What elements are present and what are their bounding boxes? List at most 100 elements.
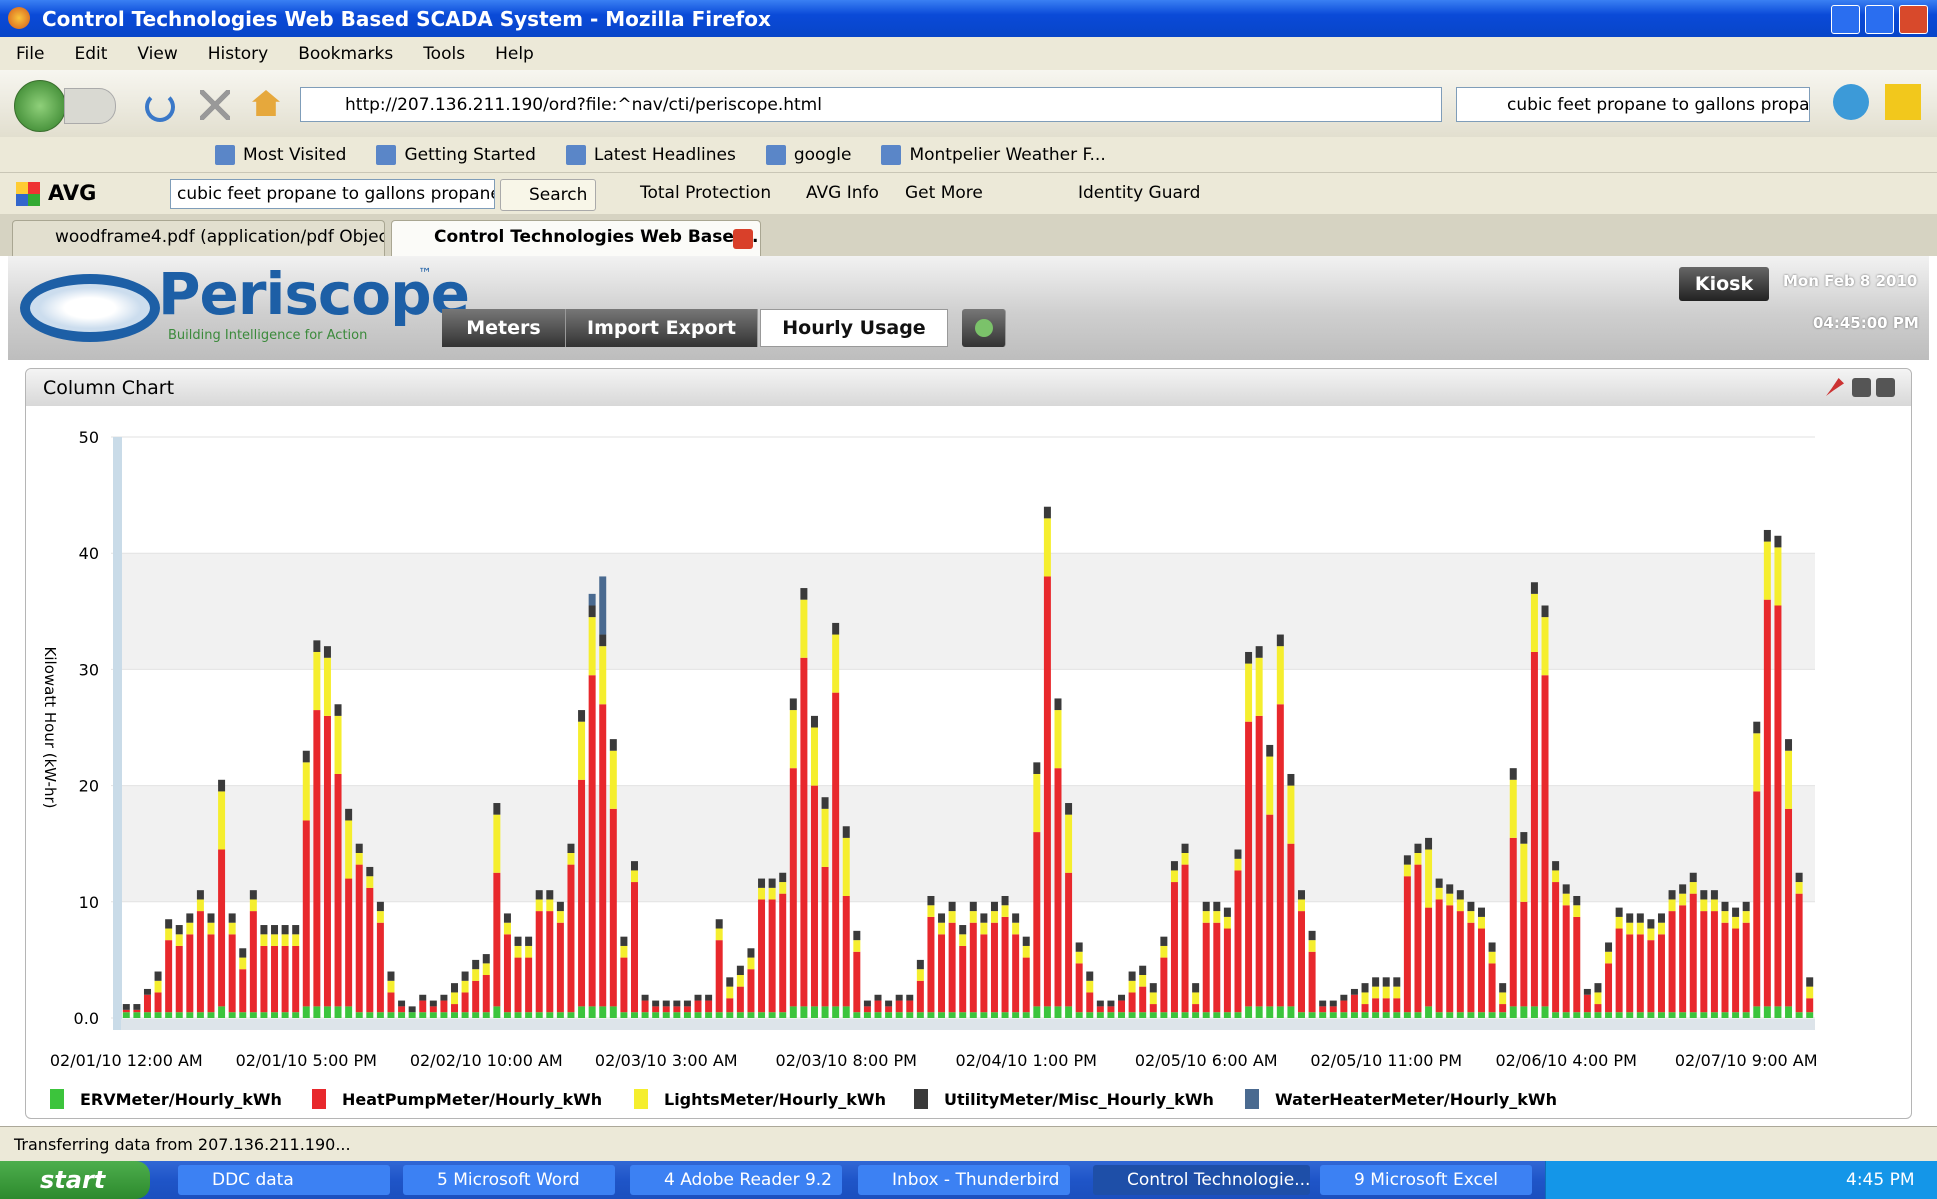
menu-item[interactable]: File: [16, 43, 45, 64]
bar-segment: [1668, 890, 1676, 900]
close-button[interactable]: [1899, 5, 1928, 34]
taskbar-item[interactable]: 9 Microsoft Excel: [1320, 1165, 1532, 1195]
bar-segment: [376, 901, 384, 912]
start-button[interactable]: start: [0, 1161, 150, 1199]
bar-segment: [207, 934, 215, 1013]
bar-segment: [218, 1006, 226, 1018]
toolbar-item[interactable]: Identity Guard: [1078, 183, 1201, 203]
toolbar-search-button[interactable]: Search: [500, 179, 597, 211]
taskbar-item[interactable]: 4 Adobe Reader 9.2: [630, 1165, 842, 1195]
edit-icon[interactable]: [1826, 378, 1844, 396]
stop-button[interactable]: [200, 90, 230, 120]
bar-segment: [228, 922, 236, 935]
tab[interactable]: woodframe4.pdf (application/pdf Object): [12, 220, 385, 256]
address-bar[interactable]: http://207.136.211.190/ord?file:^nav/cti…: [300, 87, 1442, 122]
tab-active[interactable]: Control Technologies Web Based ...: [391, 220, 761, 256]
toolbar-search-field[interactable]: cubic feet propane to gallons propane: [170, 179, 495, 209]
bookmark[interactable]: google: [793, 144, 852, 165]
bar-segment: [938, 934, 946, 1013]
close-panel[interactable]: [1876, 378, 1895, 397]
addon-icon[interactable]: [1833, 84, 1869, 120]
home-button[interactable]: [252, 90, 280, 116]
kiosk-button[interactable]: Kiosk: [1679, 267, 1769, 301]
bookmark[interactable]: Getting Started: [404, 144, 536, 165]
bar-segment: [1710, 890, 1718, 900]
legend-swatch: [914, 1089, 928, 1109]
bar-segment: [387, 992, 395, 1013]
bar-segment: [609, 750, 617, 809]
bar-segment: [662, 1012, 670, 1018]
bar-segment: [980, 913, 988, 923]
bar-segment: [1308, 1012, 1316, 1018]
add-tab-button[interactable]: [962, 309, 1006, 347]
bar-segment: [853, 940, 861, 952]
bar-segment: [1160, 936, 1168, 946]
bar-segment: [874, 994, 882, 1001]
menu-item[interactable]: Bookmarks: [298, 43, 394, 64]
minimize-panel[interactable]: [1852, 378, 1871, 397]
bar-segment: [1488, 1012, 1496, 1018]
bar-segment: [758, 899, 766, 1013]
bar-segment: [1361, 992, 1369, 1005]
bar-segment: [366, 1012, 374, 1018]
nav-tab-active[interactable]: Hourly Usage: [760, 309, 948, 347]
bar-segment: [694, 994, 702, 1001]
bar-segment: [1721, 911, 1729, 923]
search-button-label: Search: [529, 185, 588, 205]
forward-button[interactable]: [64, 88, 116, 124]
bar-segment: [948, 911, 956, 923]
menu-item[interactable]: History: [207, 43, 269, 64]
bar-segment: [832, 692, 840, 1007]
bookmark[interactable]: Latest Headlines: [593, 144, 736, 165]
nav-tab[interactable]: Import Export: [566, 309, 758, 347]
addon-icon[interactable]: [1885, 84, 1921, 120]
search-box[interactable]: cubic feet propane to gallons propane: [1456, 87, 1810, 122]
bar-segment: [1012, 922, 1020, 935]
bar-segment: [789, 1006, 797, 1018]
maximize-button[interactable]: [1865, 5, 1894, 34]
bar-segment: [1128, 992, 1136, 1013]
menu-item[interactable]: Edit: [74, 43, 108, 64]
bar-segment: [1753, 721, 1761, 734]
bar-segment: [1234, 870, 1242, 1013]
menu-item[interactable]: Help: [495, 43, 534, 64]
taskbar-label: Control Technologie...: [1127, 1170, 1310, 1190]
bar-segment: [578, 710, 586, 722]
legend-swatch: [1245, 1089, 1259, 1109]
bar-segment: [1562, 893, 1570, 906]
nav-tab[interactable]: Meters: [442, 309, 566, 347]
tab-close[interactable]: [733, 229, 753, 249]
toolbar-item[interactable]: AVG Info: [806, 183, 879, 203]
bookmark[interactable]: Most Visited: [243, 144, 347, 165]
bar-segment: [1213, 922, 1221, 1013]
bar-segment: [1573, 1012, 1581, 1018]
bar-segment: [165, 940, 173, 1013]
bar-segment: [1128, 980, 1136, 993]
taskbar-item[interactable]: Inbox - Thunderbird: [858, 1165, 1070, 1195]
bar-segment: [239, 948, 247, 958]
bookmark[interactable]: Montpelier Weather F...: [909, 144, 1106, 165]
menu-item[interactable]: View: [137, 43, 178, 64]
menu-item[interactable]: Tools: [423, 43, 466, 64]
bar-segment: [1594, 1012, 1602, 1018]
bar-segment: [800, 588, 808, 600]
bar-segment: [1192, 992, 1200, 1005]
minimize-button[interactable]: [1831, 5, 1860, 34]
toolbar-item[interactable]: Get More: [905, 183, 983, 203]
taskbar-item[interactable]: 5 Microsoft Word: [403, 1165, 615, 1195]
axis-band: [113, 437, 122, 1030]
toolbar-item[interactable]: Total Protection: [640, 183, 772, 203]
back-button[interactable]: [14, 80, 66, 132]
taskbar-label: 5 Microsoft Word: [437, 1170, 580, 1190]
bar-segment: [514, 945, 522, 958]
bar-segment: [228, 934, 236, 1013]
x-tick-label: 02/01/10 5:00 PM: [236, 1051, 377, 1070]
taskbar-item[interactable]: DDC data: [178, 1165, 390, 1195]
reload-button[interactable]: [145, 92, 175, 122]
bar-segment: [1647, 928, 1655, 941]
bar-segment: [366, 866, 374, 877]
taskbar-item-active[interactable]: Control Technologie...: [1093, 1165, 1310, 1195]
bar-segment: [218, 791, 226, 850]
bar-segment: [599, 646, 607, 705]
bar-segment: [1276, 634, 1284, 647]
